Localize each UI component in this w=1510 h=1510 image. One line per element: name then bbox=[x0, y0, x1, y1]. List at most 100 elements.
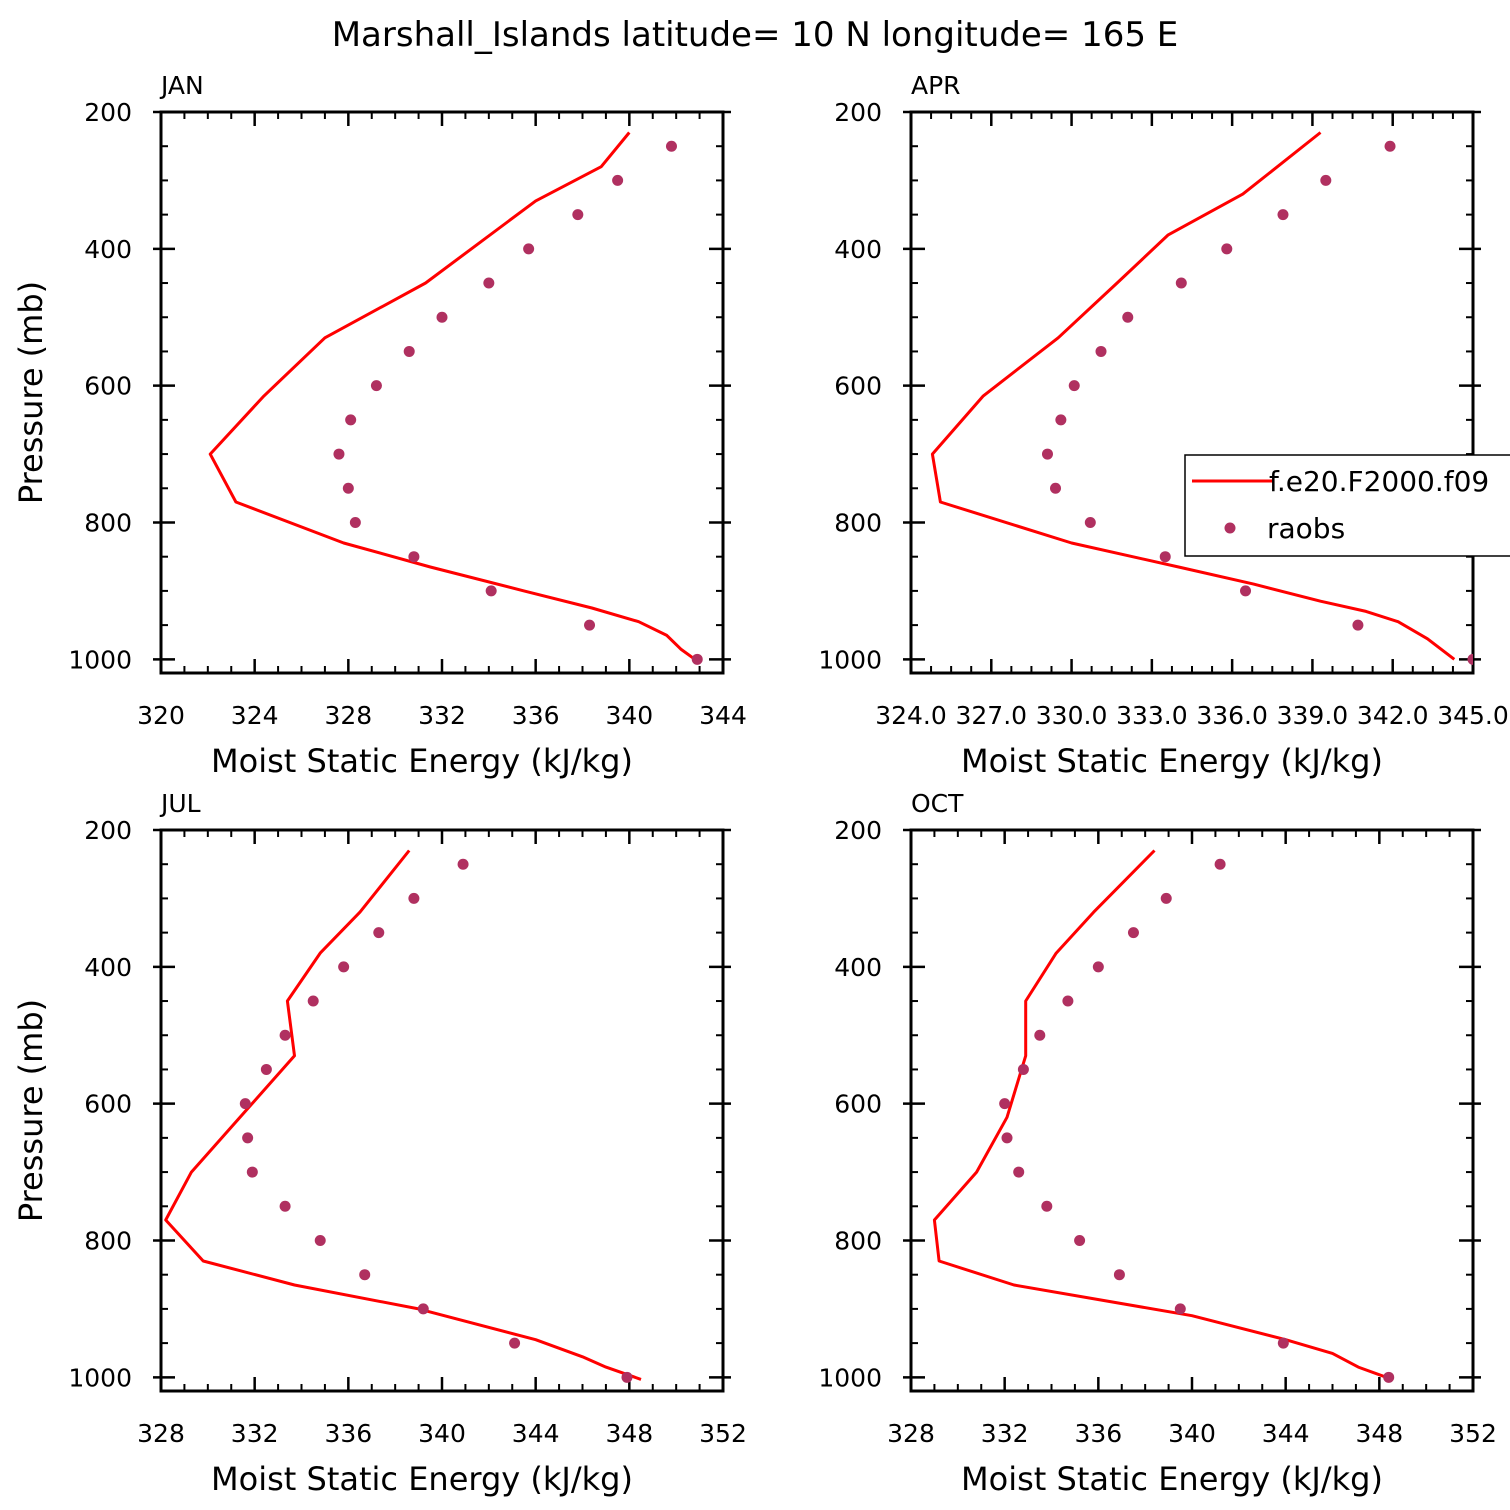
raobs-point bbox=[260, 1063, 272, 1075]
x-axis-label: Moist Static Energy (kJ/kg) bbox=[961, 1460, 1383, 1498]
raobs-point bbox=[1013, 1166, 1025, 1178]
x-tick-label: 336 bbox=[1074, 1419, 1122, 1448]
y-tick-label: 600 bbox=[834, 1090, 882, 1119]
raobs-point bbox=[370, 380, 382, 392]
x-tick-label: 344 bbox=[699, 701, 747, 730]
x-tick-label: 336.0 bbox=[1196, 701, 1268, 730]
x-tick-label: 320 bbox=[137, 701, 185, 730]
raobs-point bbox=[1074, 1234, 1086, 1246]
raobs-point bbox=[1062, 995, 1074, 1007]
raobs-point bbox=[485, 585, 497, 597]
x-axis-label: Moist Static Energy (kJ/kg) bbox=[211, 742, 633, 780]
raobs-point bbox=[1095, 345, 1107, 357]
raobs-point bbox=[483, 277, 495, 289]
panel-apr: 324.0 327.0 330.0 333.0 336.0 339.0 342.0 345.0… bbox=[818, 71, 1508, 780]
raobs-point bbox=[1352, 619, 1364, 631]
x-tick-label: 340 bbox=[605, 701, 653, 730]
plot-frame bbox=[159, 110, 725, 675]
y-tick-label: 400 bbox=[84, 953, 132, 982]
raobs-point bbox=[1113, 1269, 1125, 1281]
model-line bbox=[930, 131, 1456, 661]
raobs-point bbox=[1277, 1337, 1289, 1349]
raobs-point bbox=[1041, 1200, 1053, 1212]
x-tick-label: 352 bbox=[699, 1419, 747, 1448]
x-tick-label: 348 bbox=[1355, 1419, 1403, 1448]
x-tick-label: 336 bbox=[324, 1419, 372, 1448]
panels: 320 324 328 332 336 340 344 200 400 600 800 1000 JAN… bbox=[12, 71, 1509, 1498]
raobs-point bbox=[1001, 1132, 1013, 1144]
raobs-point bbox=[1041, 448, 1053, 460]
raobs-point bbox=[408, 892, 420, 904]
x-tick-label: 330.0 bbox=[1036, 701, 1108, 730]
y-tick-label: 800 bbox=[834, 1226, 882, 1255]
raobs-point bbox=[246, 1166, 258, 1178]
model-line bbox=[164, 849, 642, 1381]
raobs-point bbox=[417, 1303, 429, 1315]
raobs-point bbox=[1384, 140, 1396, 152]
data-area bbox=[930, 131, 1473, 665]
y-tick-label: 400 bbox=[834, 235, 882, 264]
raobs-point bbox=[1122, 311, 1134, 323]
y-tick-label: 200 bbox=[84, 98, 132, 127]
y-tick-label: 1000 bbox=[818, 1363, 882, 1392]
x-tick-label: 340 bbox=[418, 1419, 466, 1448]
raobs-point bbox=[612, 174, 624, 186]
raobs-point bbox=[1084, 516, 1096, 528]
x-tick-label: 327.0 bbox=[955, 701, 1027, 730]
panel-oct: 328 332 336 340 344 348 352 200 400 600 800 1000 OCT… bbox=[818, 789, 1496, 1498]
raobs-point bbox=[584, 619, 596, 631]
legend-label-obs: raobs bbox=[1267, 512, 1345, 545]
x-tick-label: 328 bbox=[324, 701, 372, 730]
y-tick-label: 200 bbox=[834, 816, 882, 845]
x-tick-label: 332 bbox=[231, 1419, 279, 1448]
raobs-point bbox=[1055, 414, 1067, 426]
raobs-point bbox=[373, 927, 385, 939]
x-axis-label: Moist Static Energy (kJ/kg) bbox=[211, 1460, 633, 1498]
x-tick-label: 332 bbox=[418, 701, 466, 730]
legend: f.e20.F2000.f09 raobs bbox=[1184, 454, 1510, 557]
y-tick-label: 1000 bbox=[68, 1363, 132, 1392]
y-tick-label: 600 bbox=[84, 372, 132, 401]
raobs-point bbox=[1221, 243, 1233, 255]
raobs-point bbox=[1467, 653, 1473, 665]
plot-frame bbox=[909, 110, 1475, 675]
x-tick-label: 344 bbox=[1262, 1419, 1310, 1448]
raobs-point bbox=[999, 1098, 1011, 1110]
raobs-point bbox=[1050, 482, 1062, 494]
x-tick-label: 348 bbox=[605, 1419, 653, 1448]
raobs-point bbox=[1127, 927, 1139, 939]
y-tick-label: 1000 bbox=[68, 645, 132, 674]
raobs-point bbox=[621, 1371, 633, 1383]
legend-box bbox=[1184, 454, 1510, 557]
y-axis-label: Pressure (mb) bbox=[12, 999, 50, 1222]
y-tick-label: 200 bbox=[834, 98, 882, 127]
raobs-point bbox=[572, 209, 584, 221]
raobs-point bbox=[333, 448, 345, 460]
model-line bbox=[208, 131, 696, 661]
y-tick-label: 400 bbox=[84, 235, 132, 264]
raobs-point bbox=[1034, 1029, 1046, 1041]
panel-title: OCT bbox=[911, 789, 964, 818]
data-area bbox=[164, 849, 642, 1383]
plot-frame bbox=[909, 828, 1475, 1393]
data-area bbox=[208, 131, 703, 665]
raobs-point bbox=[279, 1200, 291, 1212]
y-tick-label: 1000 bbox=[818, 645, 882, 674]
x-tick-label: 328 bbox=[137, 1419, 185, 1448]
raobs-point bbox=[457, 858, 469, 870]
figure-title: Marshall_Islands latitude= 10 N longitud… bbox=[332, 15, 1179, 55]
raobs-point bbox=[279, 1029, 291, 1041]
raobs-point bbox=[342, 482, 354, 494]
panel-jan: 320 324 328 332 336 340 344 200 400 600 800 1000 JAN… bbox=[12, 71, 747, 780]
raobs-point bbox=[307, 995, 319, 1007]
y-tick-label: 400 bbox=[834, 953, 882, 982]
x-tick-label: 328 bbox=[887, 1419, 935, 1448]
legend-label-model: f.e20.F2000.f09 bbox=[1269, 465, 1489, 498]
raobs-point bbox=[509, 1337, 521, 1349]
x-tick-label: 324.0 bbox=[875, 701, 947, 730]
data-area bbox=[932, 849, 1395, 1383]
x-tick-label: 352 bbox=[1449, 1419, 1497, 1448]
raobs-point bbox=[242, 1132, 254, 1144]
raobs-point bbox=[436, 311, 448, 323]
